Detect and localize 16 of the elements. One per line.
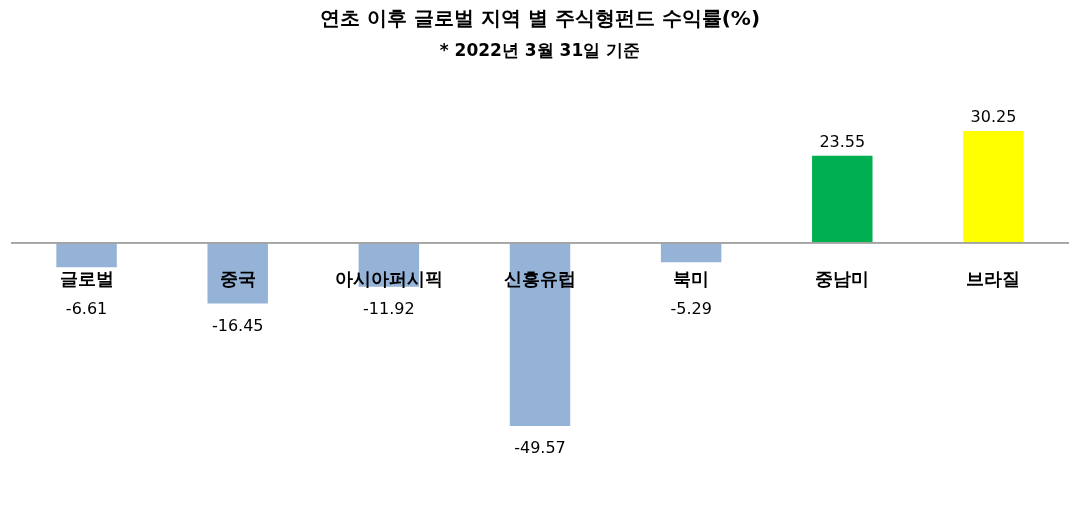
x-tick-label: 브라질 — [966, 267, 1021, 289]
x-tick-label: 북미 — [673, 267, 710, 289]
data-label: 30.25 — [970, 107, 1017, 126]
data-label: -11.92 — [363, 298, 415, 318]
chart-subtitle: * 2022년 3월 31일 기준 — [439, 40, 641, 60]
data-label: 23.55 — [819, 131, 866, 151]
data-label: -16.45 — [211, 315, 264, 335]
data-label: -5.29 — [670, 298, 712, 318]
data-label: -49.57 — [514, 438, 566, 457]
x-tick-label: 신흥유럽 — [504, 267, 576, 289]
chart-title: 연초 이후 글로벌 지역 별 주식형펀드 수익률(%) — [319, 6, 761, 30]
x-tick-label: 중국 — [219, 267, 256, 289]
x-tick-label: 아시아퍼시픽 — [334, 267, 443, 289]
data-label: -6.61 — [65, 298, 108, 318]
x-tick-label: 글로벌 — [59, 267, 114, 289]
x-tick-label: 중남미 — [815, 267, 870, 289]
